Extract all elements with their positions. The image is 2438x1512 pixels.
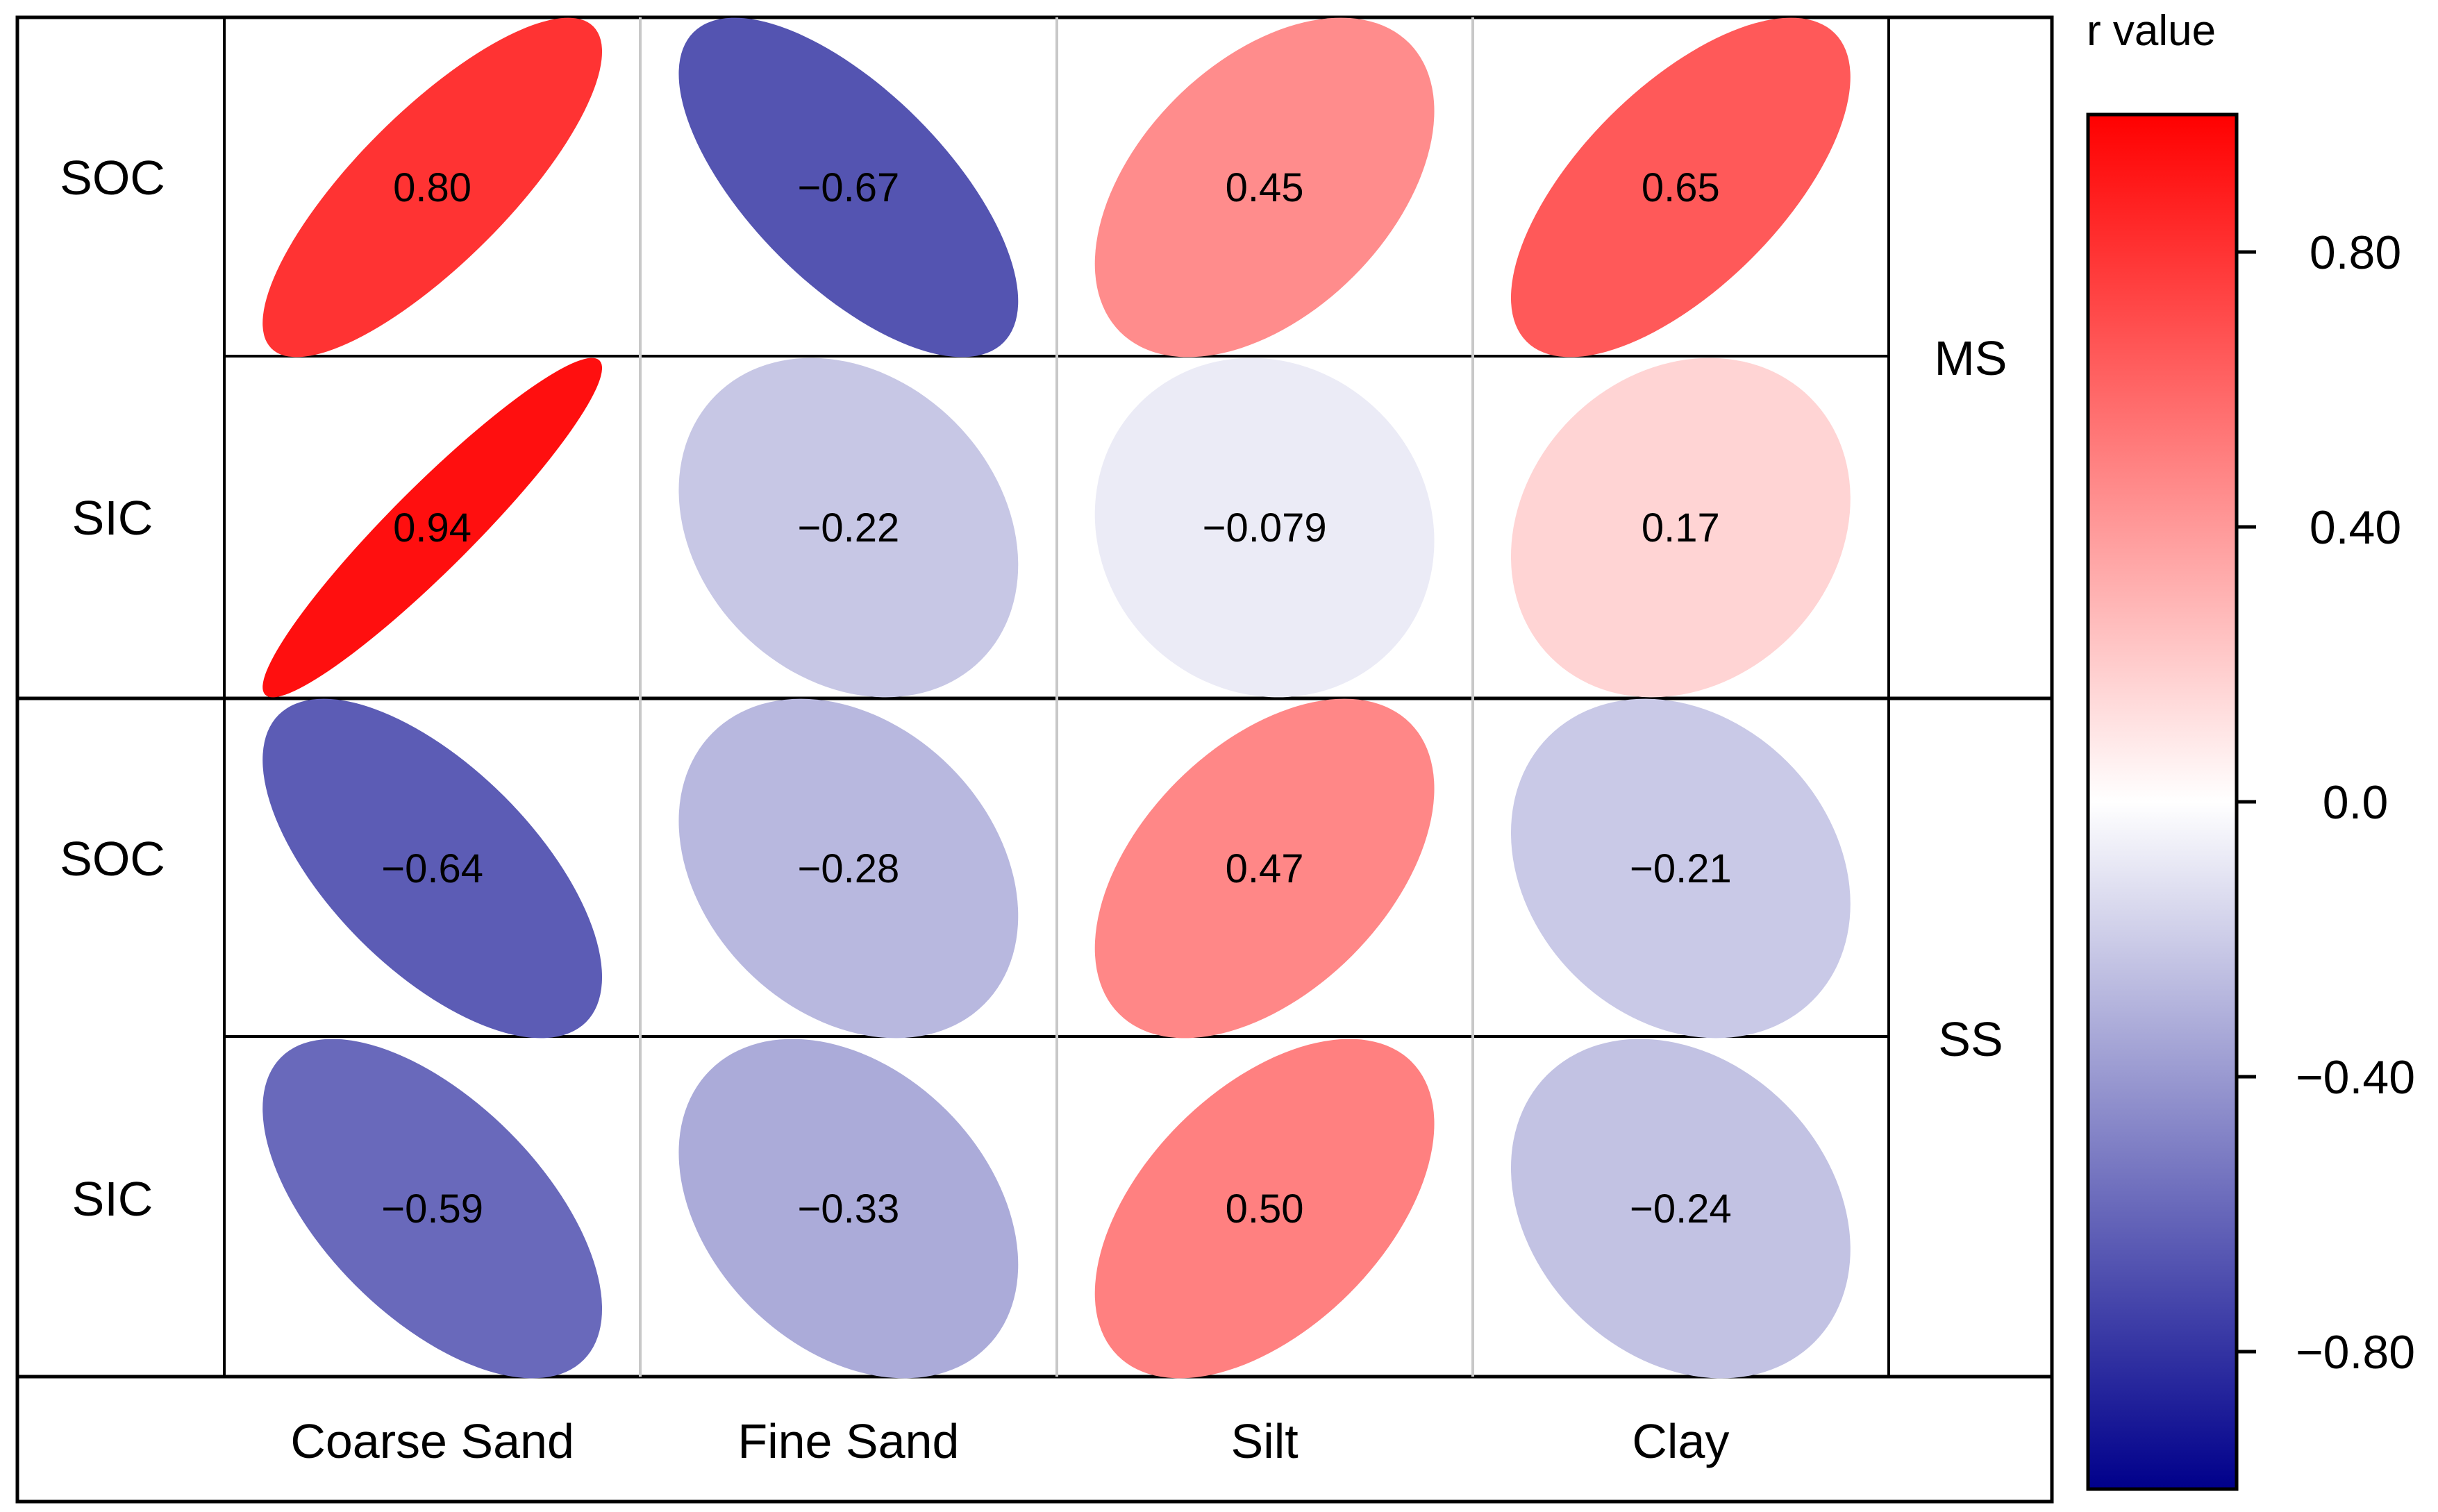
group-label: MS (1935, 331, 2007, 385)
group-label: SS (1938, 1012, 2003, 1066)
value-label: 0.94 (393, 505, 471, 551)
value-label: −0.079 (1203, 505, 1327, 551)
value-label: 0.80 (393, 165, 471, 210)
value-label: −0.67 (797, 165, 899, 210)
value-label: −0.64 (381, 846, 483, 891)
value-label: 0.65 (1642, 165, 1720, 210)
ellipse-ss-soc-0 (262, 698, 603, 1039)
ellipse-ss-sic-0 (262, 1039, 603, 1379)
value-label: 0.47 (1226, 846, 1304, 891)
row-label: SOC (60, 151, 165, 205)
ellipse-ss-sic-1 (678, 1039, 1019, 1379)
column-label: Clay (1632, 1414, 1729, 1468)
row-label: SIC (72, 1172, 153, 1226)
value-label: −0.59 (381, 1186, 483, 1232)
colorbar-gradient (2086, 112, 2239, 1491)
column-label: Fine Sand (737, 1414, 959, 1468)
value-label: −0.24 (1630, 1186, 1732, 1232)
ellipse-ms-sic-3 (1510, 358, 1851, 698)
ellipse-ms-soc-1 (678, 17, 1019, 358)
ellipse-ss-soc-1 (678, 698, 1019, 1039)
colorbar-tick-label: 0.80 (2310, 226, 2401, 279)
value-label: −0.22 (797, 505, 899, 551)
value-label: 0.17 (1642, 505, 1720, 551)
colorbar-ticks: 0.80 0.40 0.0 −0.40 −0.80 (2237, 226, 2415, 1379)
ellipse-ss-soc-2 (1094, 698, 1435, 1039)
column-label: Silt (1231, 1414, 1299, 1468)
plot-frame (15, 15, 2054, 1504)
ellipse-ms-sic-1 (678, 358, 1019, 698)
ellipse-ss-sic-2 (1094, 1039, 1435, 1379)
ellipse-ms-sic-2 (1094, 358, 1435, 698)
ellipse-ms-soc-3 (1510, 17, 1851, 358)
colorbar-tick-label: 0.0 (2323, 776, 2389, 829)
row-label: SIC (72, 491, 153, 545)
value-label: 0.50 (1226, 1186, 1304, 1232)
colorbar-title: r value (2087, 7, 2216, 55)
ellipse-ms-soc-0 (262, 17, 603, 358)
ellipse-ss-sic-3 (1510, 1039, 1851, 1379)
value-label: 0.45 (1226, 165, 1304, 210)
cells-layer: 0.80 −0.67 0.45 0.65 0.94 −0.22 −0.079 0.17 −0.6… (262, 17, 1851, 1379)
labels-layer: SOC SIC MS SOC SIC SS Coarse Sand Fine Sand Silt… (60, 151, 2007, 1468)
value-label: −0.21 (1630, 846, 1732, 891)
colorbar-tick-label: −0.40 (2296, 1051, 2415, 1104)
ellipse-ms-soc-2 (1094, 17, 1435, 358)
value-label: −0.33 (797, 1186, 899, 1232)
colorbar-tick-label: 0.40 (2310, 501, 2401, 554)
column-label: Coarse Sand (290, 1414, 574, 1468)
ellipse-ms-sic-0 (262, 358, 603, 698)
value-label: −0.28 (797, 846, 899, 891)
colorbar-tick-label: −0.80 (2296, 1326, 2415, 1379)
ellipse-ss-soc-3 (1510, 698, 1851, 1039)
row-label: SOC (60, 832, 165, 886)
